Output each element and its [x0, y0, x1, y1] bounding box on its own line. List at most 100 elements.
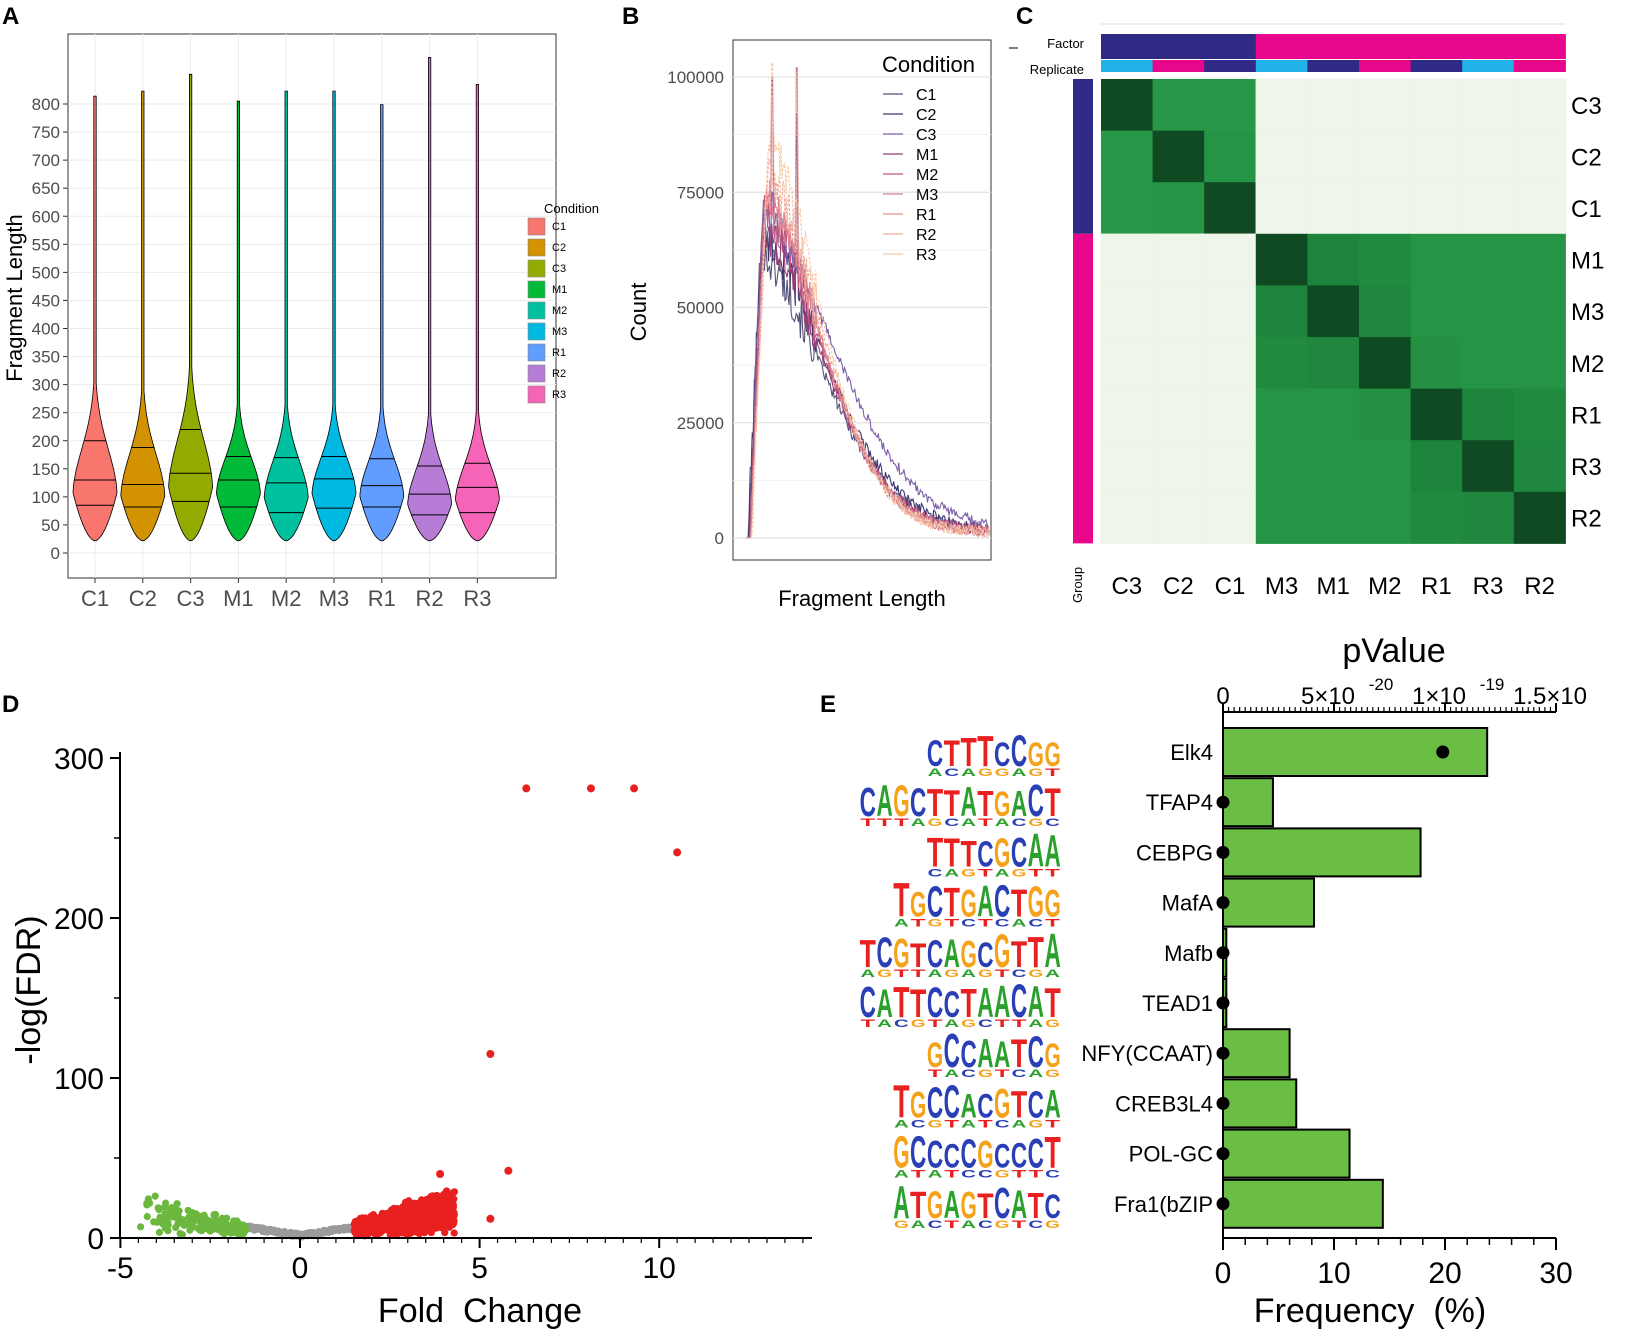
motif-letter-minor: A: [928, 968, 943, 980]
motif-letter: T: [1011, 883, 1027, 926]
motif-letter: A: [1044, 925, 1060, 978]
factor-cell: [1152, 34, 1205, 59]
heatmap-cell: [1152, 182, 1205, 235]
replicate-cell: [1255, 60, 1308, 72]
heatmap-cell: [1152, 285, 1205, 338]
motif-letter-minor: C: [1012, 817, 1027, 829]
line-legend-label-C3: C3: [916, 127, 937, 144]
motif-letter: T: [893, 979, 909, 1027]
heatmap-cell: [1358, 130, 1412, 183]
heatmap-cell: [1513, 78, 1567, 132]
violin-legend-key-R2: [527, 364, 546, 383]
motif-letter-minor: T: [911, 918, 926, 930]
heatmap-cell: [1513, 388, 1566, 441]
motif-letter: T: [977, 784, 993, 824]
volcano-point-up: [434, 1224, 442, 1232]
volcano-point-down: [163, 1213, 171, 1222]
motif-letter-minor: C: [928, 867, 943, 879]
line-legend-label-R2: R2: [916, 227, 937, 244]
motif-letter: C: [927, 1078, 943, 1127]
fragment-count-chart: 0 25000 50000 75000 100000 Count Fragment Le…: [626, 39, 992, 611]
heatmap-cell: [1307, 233, 1360, 286]
motif-letter-minor: T: [877, 817, 892, 829]
heatmap-row-label-C1: C1: [1571, 196, 1602, 223]
heatmap-cell: [1255, 440, 1308, 493]
motif-letter: T: [927, 829, 943, 875]
motif-letter: C: [1044, 1188, 1060, 1226]
line-series-R3: [743, 62, 990, 539]
volcano-x-axis-title: Fold Change: [378, 1292, 582, 1330]
pvalue-tick-label: 1×10: [1412, 683, 1466, 710]
volcano-point-up: [441, 1229, 449, 1237]
motif-letter: G: [994, 924, 1010, 977]
motif-letter-minor: T: [1045, 1118, 1060, 1130]
replicate-cell: [1410, 60, 1463, 72]
volcano-point-up: [429, 1192, 437, 1200]
heatmap-cell: [1359, 440, 1412, 493]
volcano-point-down: [207, 1217, 215, 1225]
heatmap-cell: [1513, 491, 1566, 544]
volcano-point-down: [155, 1206, 163, 1214]
motif-letter-minor: C: [995, 1118, 1010, 1130]
motif-letter-minor: T: [995, 968, 1010, 980]
line-gridlines: [733, 76, 991, 539]
volcano-point-up: [397, 1228, 405, 1236]
heatmap-cell: [1255, 337, 1308, 390]
volcano-point-ns: [293, 1231, 300, 1238]
violin-x-tick-label: C1: [81, 586, 109, 611]
factor-cell: [1255, 34, 1308, 59]
violin-x-tick-label: C2: [129, 586, 157, 611]
volcano-point-outlier: [586, 784, 595, 793]
motif-letter-minor: A: [944, 1018, 959, 1030]
heatmap-row-label-R3: R3: [1571, 454, 1602, 481]
volcano-point-down: [186, 1219, 194, 1227]
frequency-bar-CEBPG: [1222, 827, 1422, 878]
motif-letter: T: [1044, 781, 1060, 825]
motif-letter: T: [1044, 1128, 1060, 1178]
line-y-tick-label: 100000: [667, 68, 724, 87]
heatmap-cell: [1203, 491, 1257, 545]
frequency-bars: Elk4 TFAP4 CEBPG MafA Mafb TEAD1 NFY(CCAAT) CRE…: [1081, 727, 1489, 1229]
heatmap-cell: [1100, 336, 1154, 390]
heatmap-cell: [1307, 181, 1360, 235]
motif-letter: A: [1044, 825, 1060, 876]
frequency-bar-POL-GC: [1222, 1128, 1351, 1179]
volcano-point-up: [411, 1209, 419, 1217]
group-cell-c: [1073, 79, 1093, 234]
motif-letter: A: [977, 980, 993, 1026]
heatmap-cell: [1462, 285, 1515, 338]
volcano-point-down: [176, 1229, 184, 1238]
heatmap-col-label-R3: R3: [1473, 573, 1504, 600]
motif-letter: C: [977, 935, 993, 975]
heatmap-cell: [1410, 233, 1463, 286]
motif-letter-minor: G: [1045, 1219, 1060, 1231]
violins: [72, 57, 500, 542]
heatmap-cell: [1101, 130, 1154, 183]
violin-shape-R3: [455, 84, 500, 542]
motif-letter: T: [1011, 1032, 1027, 1076]
heatmap-cell: [1204, 130, 1257, 183]
motif-letter-minor: C: [944, 817, 959, 829]
motif-letter: A: [994, 1033, 1010, 1075]
heatmap-cell: [1204, 79, 1257, 132]
motif-letter-minor: G: [1028, 767, 1043, 779]
replicate-annotation-label: Replicate: [1030, 62, 1084, 77]
volcano-point-ns: [250, 1223, 257, 1230]
violin-legend-label-R3: R3: [552, 389, 566, 401]
heatmap-cell: [1307, 388, 1360, 441]
violin-shape-M1: [215, 100, 261, 542]
violin-legend-label-M2: M2: [552, 305, 567, 317]
motif-letter-minor: A: [1028, 1018, 1043, 1030]
volcano-point-up: [447, 1194, 455, 1202]
motif-letter-minor: C: [995, 918, 1010, 930]
volcano-point-up: [372, 1218, 381, 1226]
volcano-point-down: [143, 1199, 151, 1207]
heatmap-col-label-R2: R2: [1524, 573, 1555, 600]
volcano-point-up: [376, 1225, 384, 1233]
heatmap-cell: [1359, 491, 1412, 544]
motif-letter-minor: T: [1012, 1018, 1027, 1030]
motif-letter-minor: C: [1045, 1169, 1060, 1181]
heatmap-cell: [1410, 181, 1463, 235]
motif-letter: C: [944, 1138, 960, 1176]
volcano-point-up: [394, 1209, 402, 1217]
